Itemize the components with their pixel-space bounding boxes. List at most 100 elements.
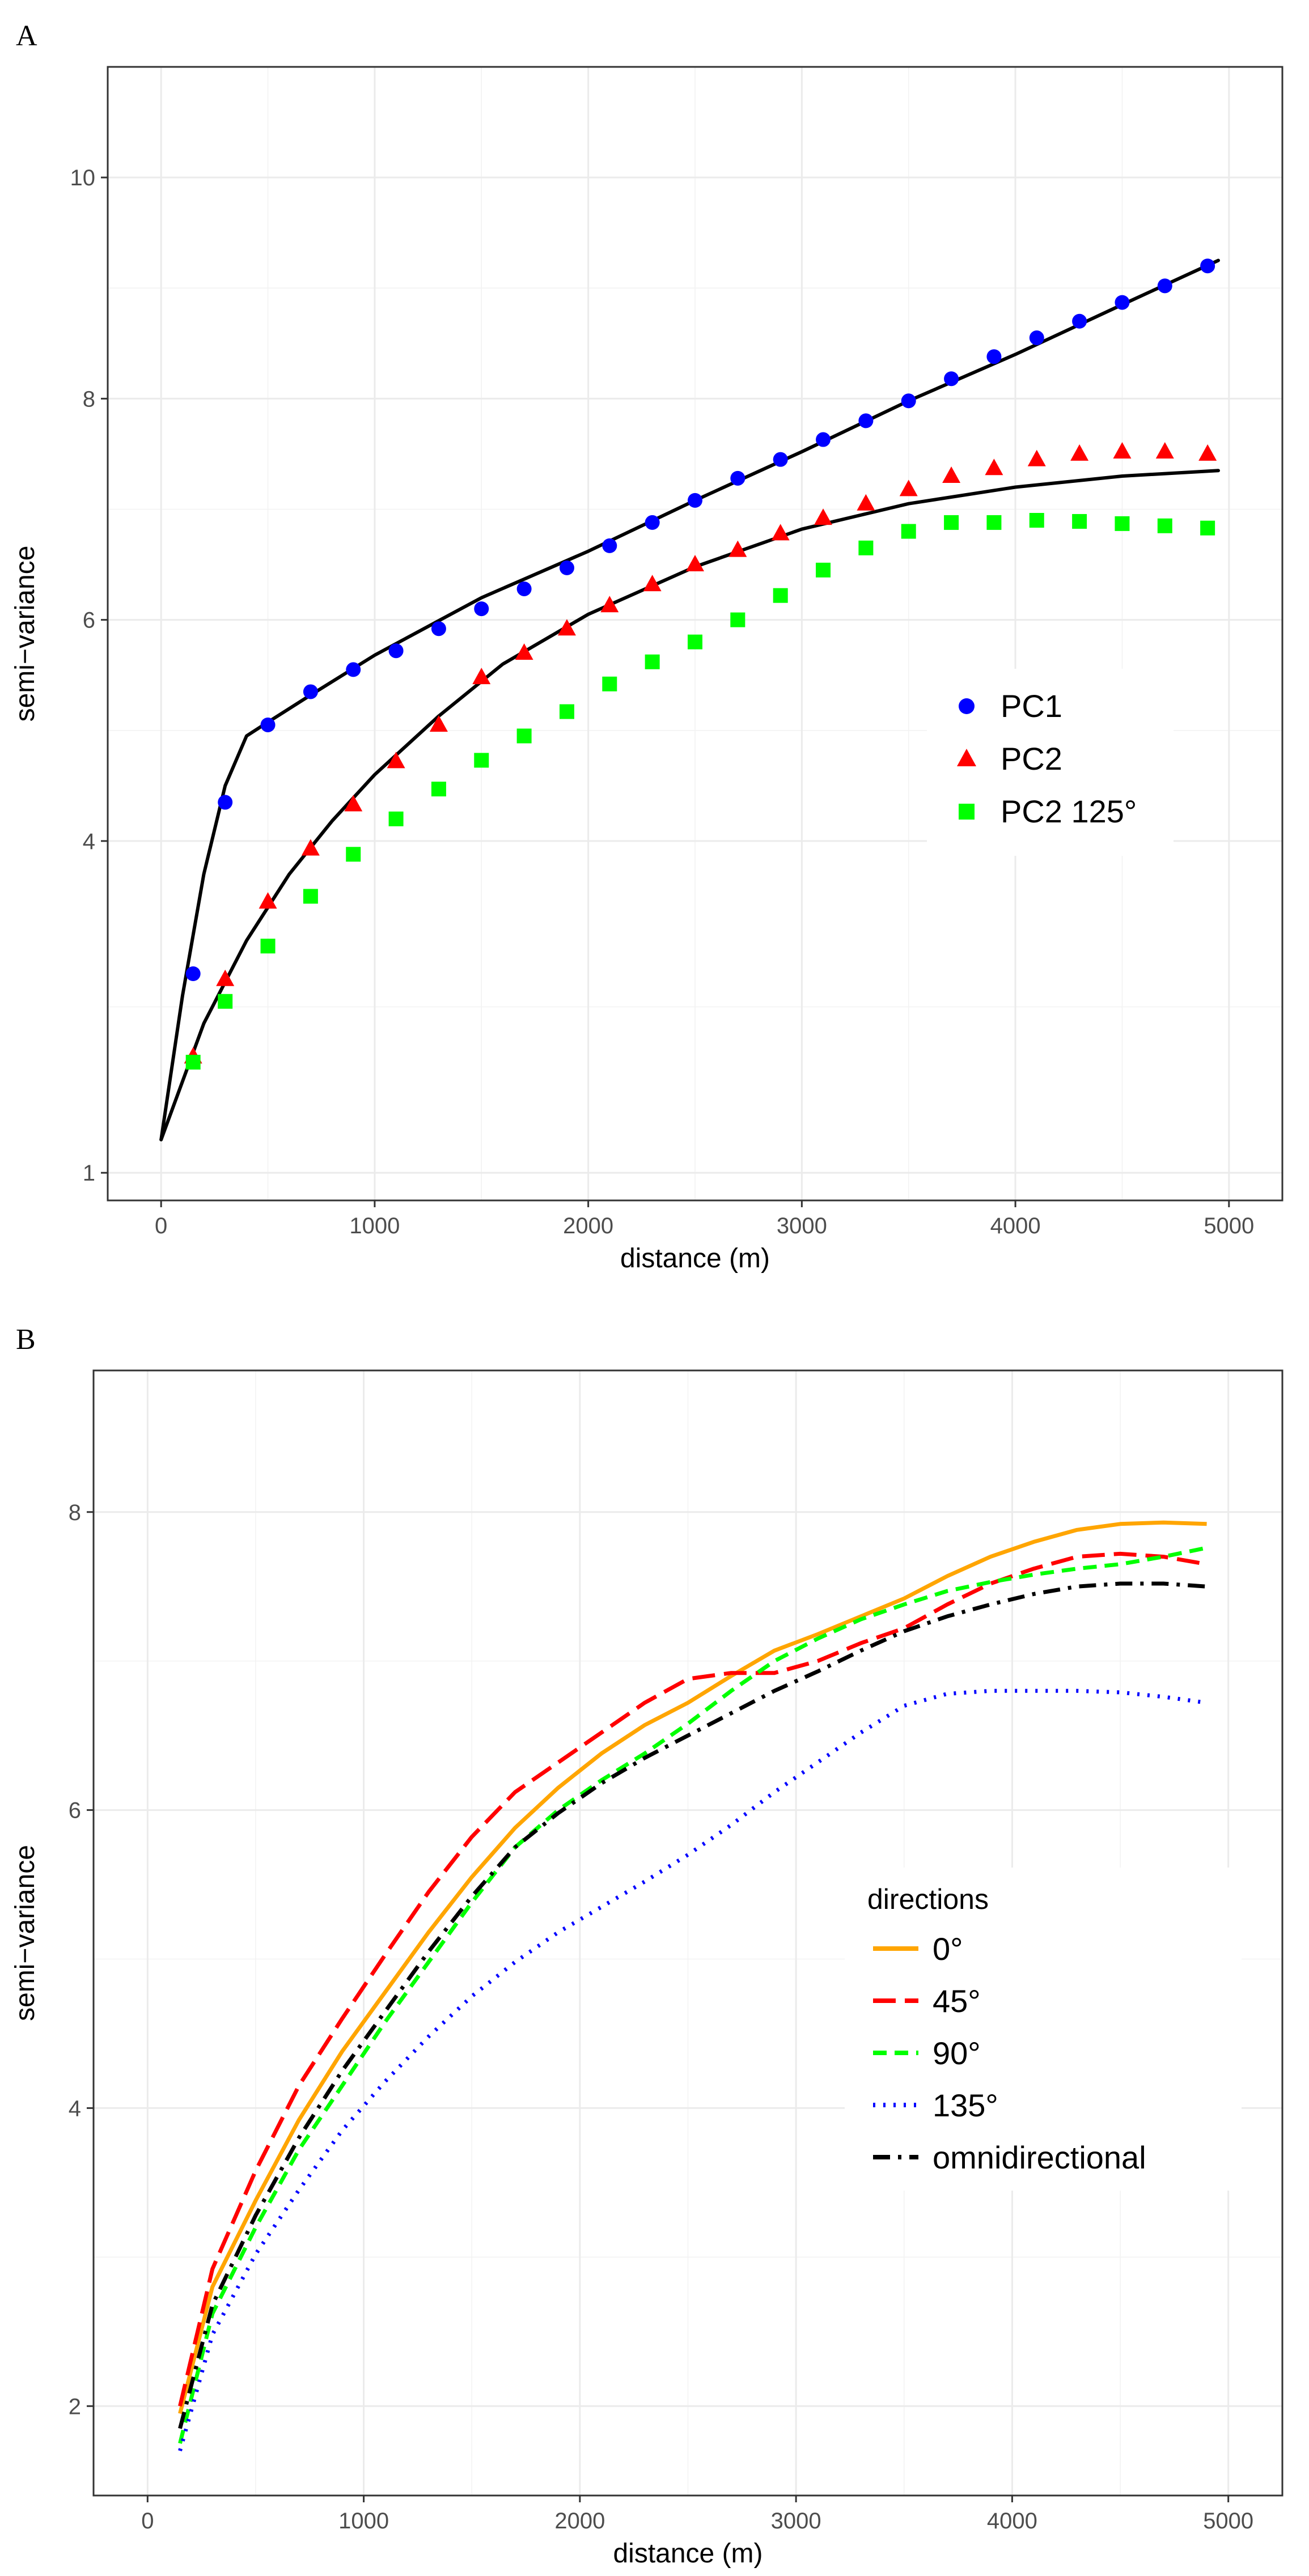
panel-a-pc1-point bbox=[901, 393, 916, 409]
panel-a-legend-keys bbox=[957, 698, 976, 820]
panel-a-x-axis-title: distance (m) bbox=[620, 1244, 770, 1274]
panel-a-pc1-point bbox=[431, 621, 446, 636]
panel-a-ticks: 0 1000 2000 3000 4000 5000 1 4 6 8 10 bbox=[70, 165, 1255, 1238]
panel-a-pc2-point bbox=[728, 540, 747, 557]
panel-a-pc2-125-point bbox=[260, 939, 276, 954]
panel-a-pc1-point bbox=[1200, 258, 1215, 274]
panel-a-legend-key-pc2-125 bbox=[959, 804, 975, 820]
panel-a-pc1-point bbox=[1157, 278, 1172, 294]
panel-a-pc2-125-point bbox=[688, 634, 702, 650]
panel-a-pc2-point bbox=[643, 575, 662, 592]
panel-b-series-0-line bbox=[178, 1520, 1207, 2414]
panel-a-pc1-point bbox=[346, 662, 361, 677]
panel-a-pc2-fit-line bbox=[159, 469, 1220, 1141]
panel-b-legend-keys bbox=[873, 1946, 918, 2159]
panel-a-x-tick-label: 2000 bbox=[563, 1213, 613, 1238]
panel-a-pc2-125-point bbox=[602, 676, 617, 691]
panel-b-lines bbox=[178, 1520, 1208, 2452]
panel-a-pc1-point bbox=[185, 966, 201, 981]
panel-a-pc2-point bbox=[686, 555, 704, 572]
panel-a-pc1-point bbox=[218, 795, 233, 810]
panel-b-x-tick-label: 1000 bbox=[338, 2509, 389, 2533]
panel-a-legend-label-pc2: PC2 bbox=[1001, 741, 1062, 776]
panel-b-legend-label-90: 90° bbox=[933, 2035, 981, 2071]
panel-b-series-45-line bbox=[178, 1551, 1208, 2407]
panel-a-pc2-point bbox=[1113, 442, 1132, 459]
panel-a-pc2-125-point bbox=[218, 994, 233, 1009]
panel-a-pc1-point bbox=[388, 643, 404, 659]
panel-a-pc2-point bbox=[515, 643, 533, 660]
panel-a-x-tick-label: 1000 bbox=[349, 1213, 400, 1238]
panel-a-legend-label-pc2-125: PC2 125° bbox=[1001, 793, 1137, 829]
panel-a-pc2-point bbox=[344, 795, 363, 812]
panel-a-pc2-125-point bbox=[730, 612, 745, 627]
panel-a-pc2-125-point bbox=[1115, 516, 1130, 531]
panel-a-y-tick-label: 6 bbox=[83, 608, 95, 633]
panel-a-y-axis-title: semi−variance bbox=[10, 546, 40, 722]
panel-a-fit-lines bbox=[159, 258, 1220, 1141]
panel-a-pc2-125-point bbox=[431, 782, 446, 797]
panel-a-pc1-point bbox=[559, 560, 574, 575]
panel-b-x-tick-label: 0 bbox=[141, 2509, 154, 2533]
panel-a-pc2-point bbox=[771, 524, 790, 541]
panel-b-x-tick-label: 3000 bbox=[771, 2509, 821, 2533]
panel-a-points bbox=[184, 258, 1217, 1070]
panel-a-legend: PC1 PC2 PC2 125° bbox=[927, 669, 1174, 856]
panel-b-y-tick-label: 2 bbox=[69, 2394, 81, 2419]
panel-b: B 0 1000 2000 3000 4000 5000 2 4 6 8 distance (m)… bbox=[10, 1323, 1283, 2569]
panel-a-y-tick-label: 10 bbox=[70, 165, 96, 190]
panel-a-pc2-125-point bbox=[773, 588, 788, 603]
panel-a-x-tick-label: 0 bbox=[155, 1213, 167, 1238]
panel-a-pc1-point bbox=[474, 601, 489, 617]
panel-a-pc2-125-point bbox=[516, 728, 532, 744]
panel-a-pc2-125-point bbox=[858, 540, 874, 555]
panel-a-pc2-125-point bbox=[901, 524, 916, 539]
panel-a-pc1-point bbox=[816, 432, 831, 447]
panel-b-series-omnidirectional-line bbox=[178, 1581, 1207, 2429]
panel-a-pc2-125-point bbox=[303, 889, 318, 904]
panel-a-pc1-point bbox=[1115, 295, 1130, 310]
panel-a-border bbox=[107, 66, 1283, 1202]
panel-a: A 0 1000 2000 3000 4000 5000 1 4 6 8 10 distance (… bbox=[10, 20, 1283, 1274]
panel-a-pc2-point bbox=[1198, 444, 1217, 461]
panel-b-letter: B bbox=[16, 1323, 36, 1356]
panel-a-pc2-point bbox=[429, 715, 448, 732]
panel-a-pc2-point bbox=[387, 752, 405, 769]
panel-a-pc2-125-point bbox=[474, 753, 489, 768]
panel-a-pc2-point bbox=[557, 619, 576, 636]
panel-a-pc1-point bbox=[858, 413, 874, 428]
panel-a-y-tick-label: 4 bbox=[83, 829, 95, 854]
panel-b-legend-background bbox=[845, 1868, 1242, 2191]
panel-a-pc1-point bbox=[944, 371, 959, 387]
panel-a-pc1-point bbox=[986, 349, 1002, 364]
panel-a-pc2-point bbox=[1027, 449, 1046, 466]
panel-b-x-tick-label: 2000 bbox=[554, 2509, 605, 2533]
panel-a-legend-label-pc1: PC1 bbox=[1001, 688, 1062, 724]
panel-b-legend-title: directions bbox=[867, 1883, 989, 1915]
panel-a-pc2-125-point bbox=[1072, 513, 1087, 529]
panel-a-pc2-point bbox=[899, 479, 918, 496]
panel-a-pc1-point bbox=[730, 470, 745, 486]
panel-b-legend: directions 0° 45° 90° 135° omnidirection… bbox=[845, 1868, 1242, 2191]
panel-a-letter: A bbox=[16, 20, 37, 52]
panel-a-pc1-point bbox=[1029, 330, 1044, 346]
panel-a-y-tick-label: 1 bbox=[83, 1161, 95, 1186]
panel-b-grid bbox=[94, 1370, 1282, 2496]
panel-a-pc2-125-point bbox=[816, 562, 831, 578]
panel-a-pc2-125-point bbox=[986, 515, 1002, 530]
panel-a-pc2-125-point bbox=[1029, 513, 1044, 528]
panel-a-pc2-point bbox=[985, 459, 1003, 476]
panel-a-x-tick-label: 4000 bbox=[990, 1213, 1041, 1238]
panel-a-pc2-125-point bbox=[645, 654, 660, 669]
panel-b-x-tick-label: 5000 bbox=[1203, 2509, 1253, 2533]
panel-b-border bbox=[92, 1369, 1283, 2497]
panel-a-pc2-125-point bbox=[944, 515, 959, 530]
panel-a-pc2-point bbox=[1155, 442, 1174, 459]
panel-b-legend-label-0: 0° bbox=[933, 1931, 963, 1967]
panel-a-pc2-point bbox=[216, 969, 235, 986]
panel-a-pc2-point bbox=[259, 892, 277, 909]
panel-a-pc1-point bbox=[688, 493, 702, 508]
panel-a-pc2-125-point bbox=[559, 704, 574, 719]
panel-a-pc2-point bbox=[814, 508, 833, 525]
